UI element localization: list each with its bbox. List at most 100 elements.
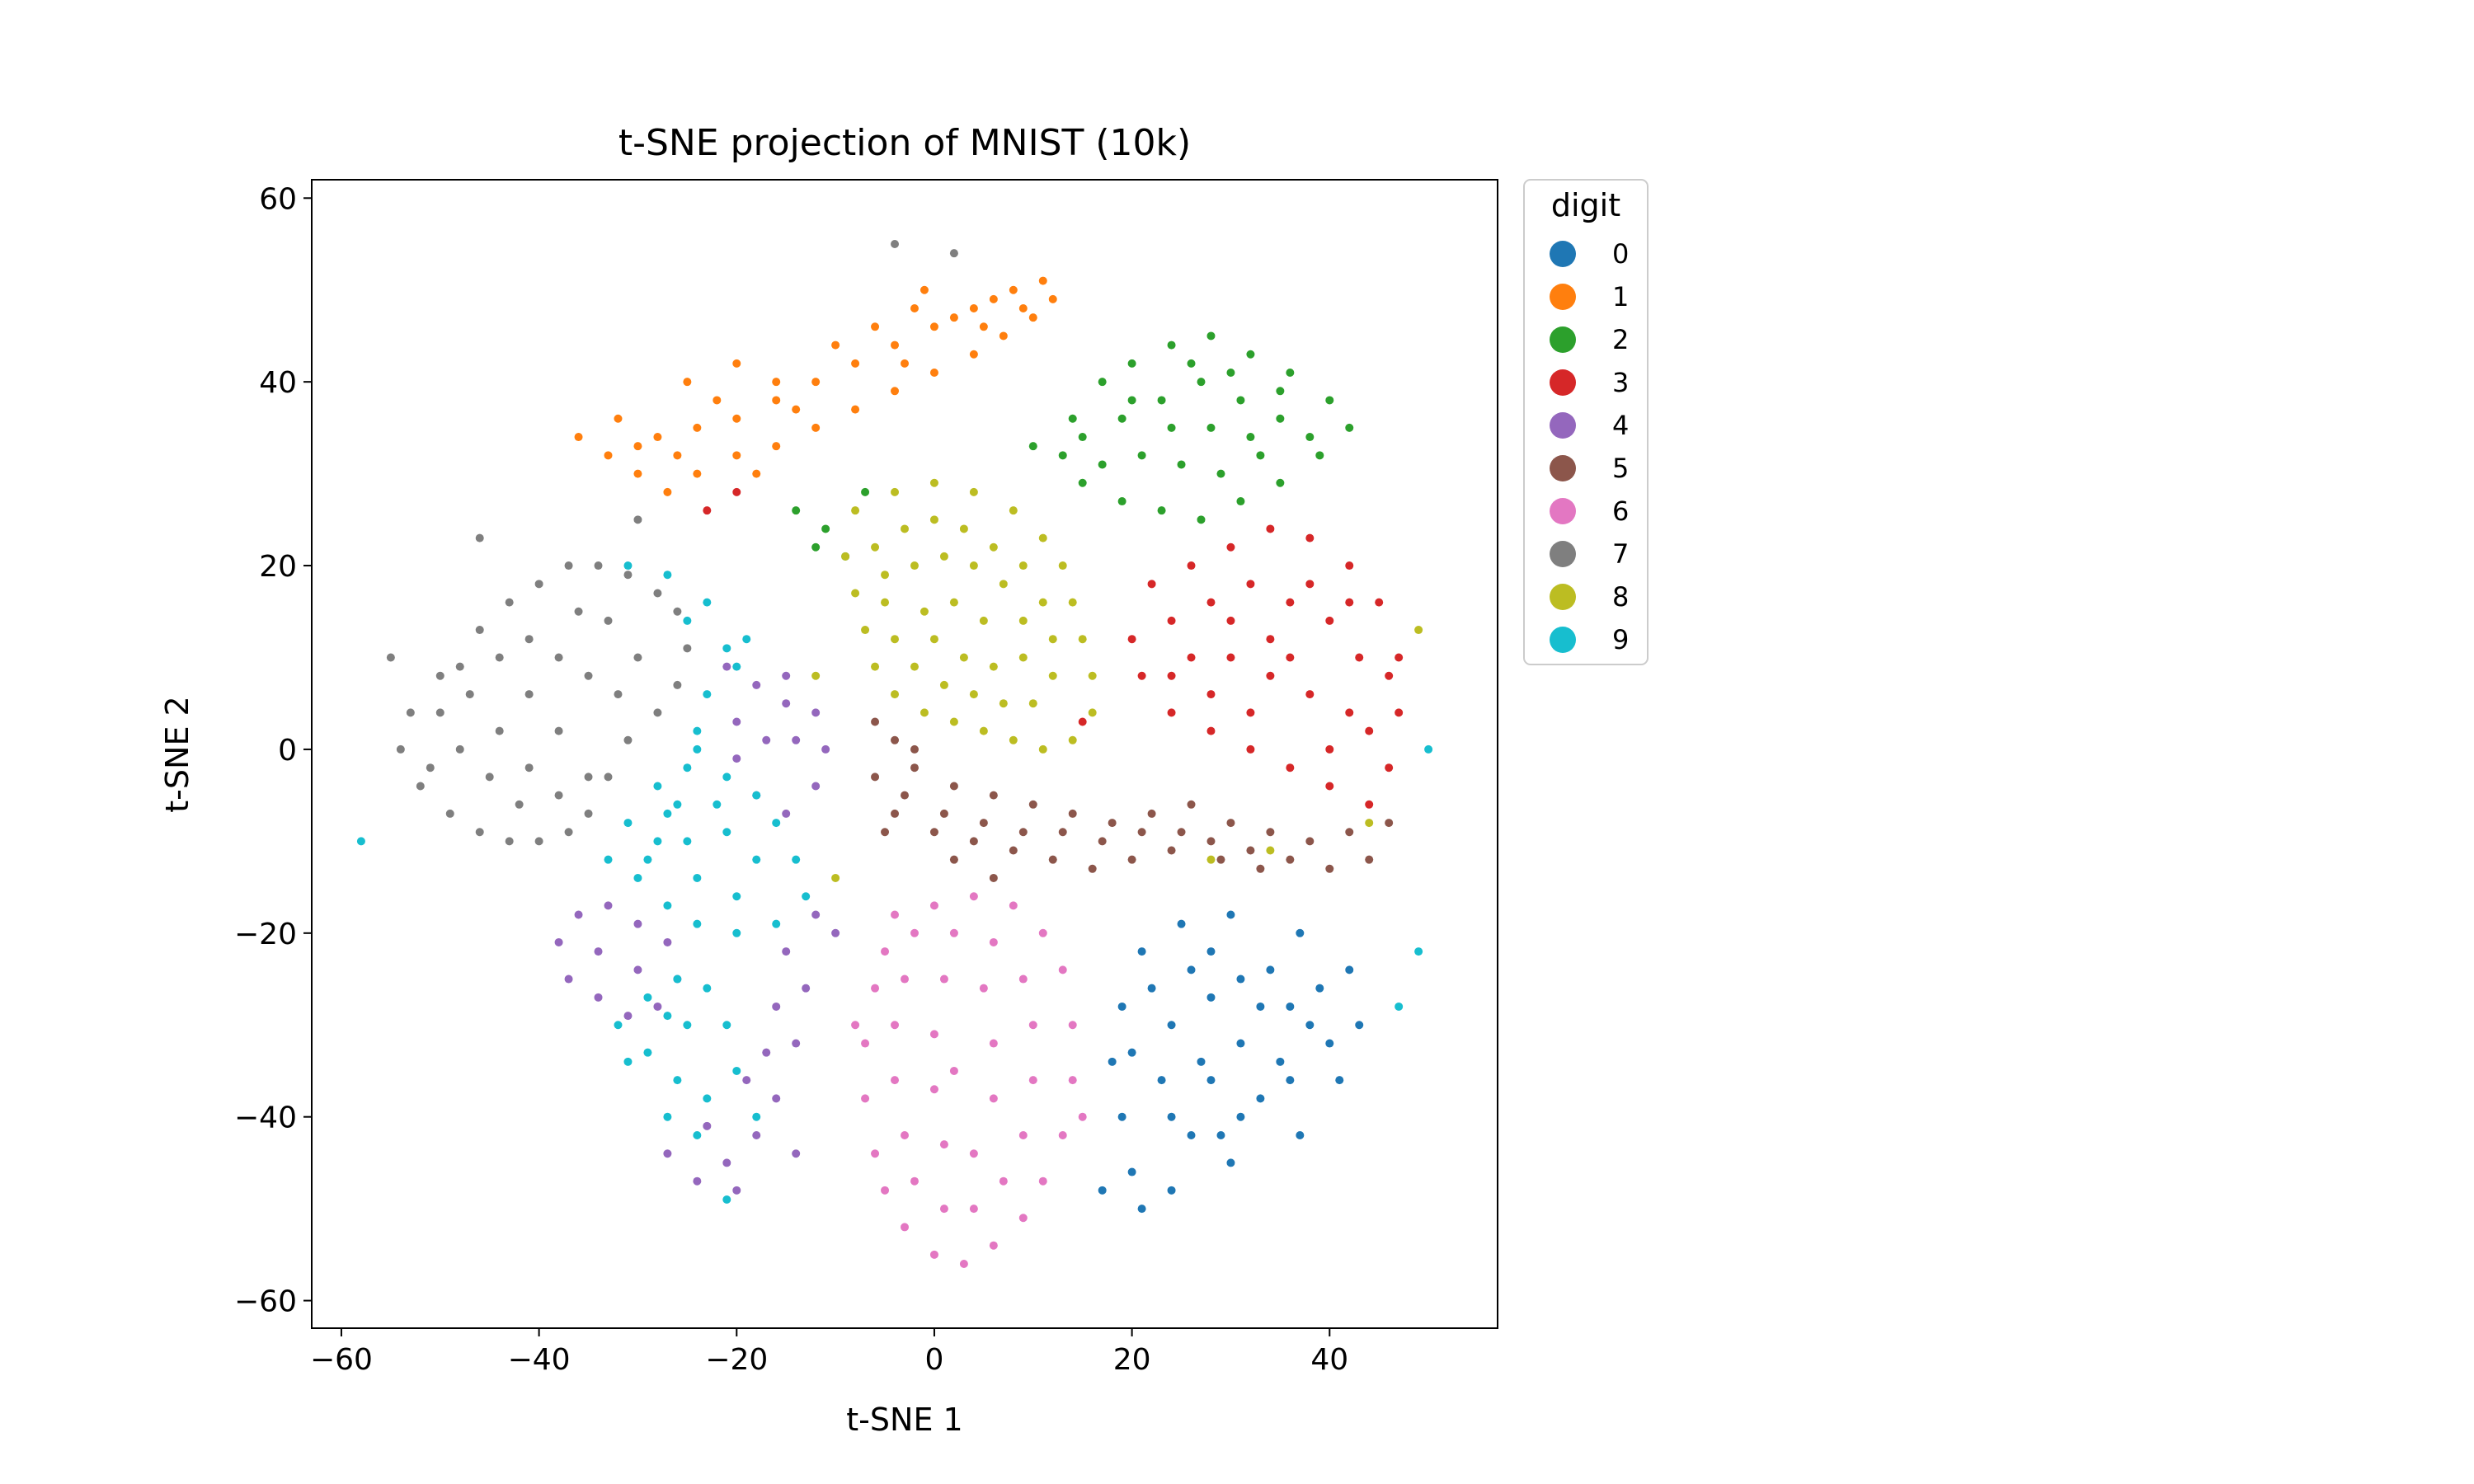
scatter-point-digit-3 (1286, 653, 1295, 662)
scatter-point-digit-8 (1078, 635, 1087, 644)
scatter-point-digit-8 (1018, 616, 1028, 625)
scatter-point-digit-9 (623, 561, 633, 571)
scatter-point-digit-8 (871, 662, 880, 671)
scatter-point-digit-3 (1375, 598, 1384, 607)
scatter-point-digit-3 (1305, 580, 1315, 589)
scatter-point-digit-8 (891, 635, 900, 644)
scatter-point-digit-6 (851, 1021, 860, 1030)
scatter-point-digit-6 (910, 1176, 919, 1186)
scatter-point-digit-5 (1088, 864, 1097, 873)
scatter-point-digit-1 (1028, 313, 1037, 322)
scatter-point-digit-2 (1078, 433, 1087, 442)
scatter-point-digit-4 (792, 1149, 801, 1158)
scatter-point-digit-5 (1385, 819, 1394, 828)
scatter-point-digit-0 (1147, 984, 1156, 993)
scatter-point-digit-5 (891, 735, 900, 744)
scatter-point-digit-8 (1038, 533, 1047, 542)
scatter-point-digit-2 (1206, 423, 1216, 432)
scatter-point-digit-5 (1009, 846, 1018, 855)
scatter-point-digit-8 (1206, 855, 1216, 864)
scatter-point-digit-4 (792, 735, 801, 744)
scatter-point-digit-9 (722, 1021, 731, 1030)
scatter-point-digit-3 (1385, 671, 1394, 680)
y-tick-label: −40 (234, 1101, 297, 1135)
scatter-point-digit-3 (1325, 616, 1334, 625)
scatter-point-digit-0 (1108, 1057, 1117, 1066)
scatter-point-digit-9 (683, 1021, 692, 1030)
scatter-point-digit-9 (693, 919, 702, 928)
scatter-point-digit-3 (1147, 580, 1156, 589)
scatter-point-digit-7 (584, 773, 593, 782)
scatter-point-digit-7 (475, 533, 484, 542)
scatter-point-digit-9 (673, 800, 682, 809)
scatter-point-digit-8 (1018, 653, 1028, 662)
scatter-point-digit-2 (1187, 359, 1196, 368)
scatter-point-digit-8 (979, 616, 988, 625)
legend-label-digit-8: 8 (1612, 581, 1629, 613)
scatter-point-digit-4 (752, 680, 761, 689)
legend-label-digit-4: 4 (1612, 410, 1629, 441)
scatter-point-digit-1 (772, 396, 781, 405)
scatter-point-digit-4 (693, 1176, 702, 1186)
scatter-point-digit-0 (1226, 910, 1235, 919)
scatter-point-digit-3 (1355, 653, 1364, 662)
scatter-point-digit-7 (485, 773, 494, 782)
scatter-point-digit-5 (939, 809, 948, 818)
series-digit-1 (574, 276, 1057, 496)
scatter-point-digit-0 (1325, 1039, 1334, 1048)
scatter-point-digit-2 (811, 542, 821, 552)
y-tick-label: 40 (259, 366, 297, 400)
scatter-point-digit-8 (1068, 735, 1077, 744)
scatter-point-digit-1 (633, 442, 642, 451)
legend-marker-digit-4 (1550, 412, 1576, 439)
scatter-point-digit-7 (515, 800, 524, 809)
scatter-point-digit-6 (1009, 901, 1018, 910)
scatter-point-digit-4 (722, 1158, 731, 1167)
series-digit-7 (386, 240, 958, 846)
scatter-point-digit-4 (663, 1149, 672, 1158)
scatter-point-digit-8 (1068, 598, 1077, 607)
legend-marker-digit-8 (1550, 584, 1576, 610)
scatter-point-digit-1 (1018, 304, 1028, 313)
scatter-point-digit-8 (910, 561, 919, 571)
legend-label-digit-9: 9 (1612, 624, 1629, 655)
scatter-point-digit-0 (1167, 1021, 1176, 1030)
scatter-point-digit-1 (969, 304, 978, 313)
scatter-point-digit-4 (732, 754, 741, 763)
scatter-point-digit-8 (989, 542, 998, 552)
scatter-point-digit-3 (1325, 782, 1334, 791)
scatter-point-digit-0 (1137, 947, 1146, 956)
legend-marker-digit-2 (1550, 326, 1576, 353)
scatter-point-digit-7 (584, 809, 593, 818)
scatter-point-digit-6 (891, 910, 900, 919)
scatter-point-digit-9 (732, 928, 741, 937)
scatter-point-digit-7 (534, 837, 543, 846)
scatter-point-digit-2 (1197, 515, 1206, 524)
scatter-point-digit-6 (929, 1085, 938, 1094)
scatter-point-digit-2 (1117, 497, 1126, 506)
y-axis-label: t-SNE 2 (159, 696, 195, 812)
scatter-point-digit-2 (1058, 451, 1067, 460)
scatter-point-digit-1 (929, 322, 938, 331)
scatter-point-digit-1 (851, 405, 860, 414)
scatter-point-digit-9 (663, 1112, 672, 1121)
scatter-point-digit-0 (1127, 1048, 1136, 1057)
scatter-point-digit-9 (653, 837, 662, 846)
scatter-point-digit-5 (989, 791, 998, 800)
scatter-point-digit-5 (929, 828, 938, 837)
scatter-point-digit-8 (1058, 561, 1067, 571)
scatter-point-digit-7 (564, 561, 573, 571)
scatter-point-digit-5 (881, 828, 890, 837)
scatter-point-digit-9 (643, 855, 652, 864)
scatter-point-digit-7 (524, 763, 534, 773)
scatter-point-digit-4 (722, 662, 731, 671)
scatter-point-digit-7 (683, 644, 692, 653)
scatter-point-digit-5 (910, 744, 919, 754)
scatter-point-digit-8 (851, 589, 860, 598)
scatter-point-digit-1 (891, 387, 900, 396)
scatter-point-digit-1 (851, 359, 860, 368)
scatter-point-digit-8 (1365, 819, 1374, 828)
x-axis: −60 −40 −20 0 20 40 (310, 1328, 1348, 1377)
scatter-point-digit-5 (949, 782, 958, 791)
scatter-point-digit-3 (1345, 561, 1354, 571)
